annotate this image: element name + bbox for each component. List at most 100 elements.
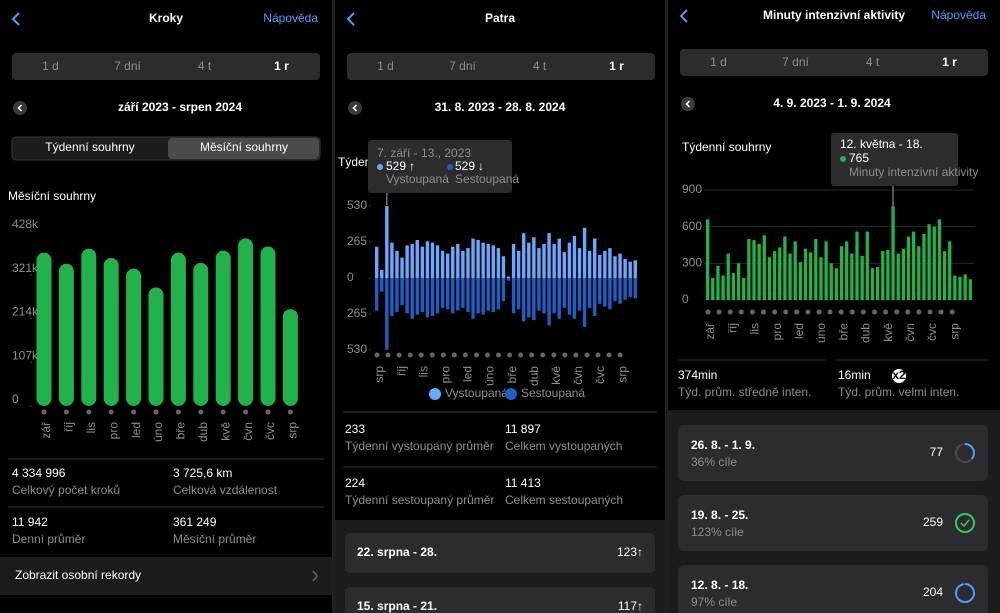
bar-down [618,278,622,304]
bar-up [466,248,470,278]
chevron [312,570,318,582]
y-tick-label: 300 [682,256,702,270]
list-card[interactable] [678,565,988,613]
bar-up [552,244,556,278]
bar-down [501,278,506,302]
chevron[interactable] [11,12,20,26]
legend-swatch [505,388,517,400]
range-option[interactable]: 1 d [42,59,59,73]
bar-up [511,244,516,278]
stat-value: 11 897 [505,422,541,436]
bar-down [375,278,379,311]
range-option[interactable]: 7 dní [449,59,476,73]
list-value: 204 [923,585,943,599]
chevron[interactable] [346,12,355,26]
list-card[interactable] [345,587,655,613]
y-tick-label: 107k [12,348,39,362]
dot [507,352,513,358]
dot [518,352,524,358]
list-card[interactable] [678,425,988,481]
list-value: 259 [923,515,943,529]
bar-down [516,278,521,310]
dot [451,352,457,358]
stat-value: 233 [345,422,365,436]
x-tick-label: říj [725,323,739,333]
range-option[interactable]: 1 d [377,59,394,73]
toggle-option[interactable]: Týdenní souhrny [45,140,134,154]
range-option[interactable]: 7 dní [782,55,809,69]
bar-up [445,253,450,278]
x-tick-label: pro [106,422,120,440]
range-option[interactable]: 1 r [942,55,957,69]
list-card[interactable] [345,533,655,573]
dot [551,352,557,358]
dot [573,352,579,358]
dot [374,352,380,358]
bar [968,279,972,300]
x-tick-label: pro [770,323,784,341]
range-option[interactable]: 1 r [274,59,289,73]
dot [287,409,293,415]
chevron[interactable] [679,9,688,23]
tooltip-label: Vystoupaná [386,172,449,186]
dot [927,309,933,315]
x-tick-label: pro [438,366,452,384]
bar-down [420,278,425,312]
tooltip-swatch [840,156,846,162]
bar-up [375,246,379,278]
footer-button[interactable] [0,557,332,595]
bar [912,231,916,300]
bar-down [395,278,399,312]
tooltip-swatch [377,164,383,170]
help-link[interactable]: Nápověda [263,11,318,25]
bar [238,238,254,406]
range-option[interactable]: 4 t [533,59,547,73]
bar-up [380,269,384,278]
bar-up [395,250,399,278]
range-option[interactable]: 1 d [710,55,727,69]
list-goal: 123% cíle [691,525,744,539]
tooltip [831,133,958,186]
bar [881,251,885,300]
bar-down [542,278,546,314]
help-link[interactable]: Nápověda [931,8,986,22]
bar-up [567,242,572,278]
bar [282,309,298,406]
bar [906,236,911,300]
x-tick-label: říj [394,366,408,376]
bar [36,252,52,406]
bar [803,248,808,300]
bar-down [425,278,430,318]
prev-period[interactable] [681,97,695,111]
toggle-option[interactable]: Měsíční souhrny [200,140,288,154]
dot [772,309,778,315]
range-option[interactable]: 1 r [609,59,624,73]
dot [385,352,391,358]
stat-value: 374min [678,368,717,382]
x-tick-label: srp [615,366,629,383]
bar [193,262,209,406]
bar [855,231,859,300]
stat-value: 224 [345,476,365,490]
bar-down [552,278,556,314]
panel [0,0,332,613]
check [960,519,970,528]
prev-period[interactable] [13,101,27,115]
bar [819,257,823,300]
bar [706,219,710,300]
bar-down [633,278,637,299]
prev-period[interactable] [348,101,362,115]
bar [937,219,942,300]
range-option[interactable]: 4 t [198,59,212,73]
dot [198,409,204,415]
dot [872,309,877,315]
dot [816,309,822,315]
list-card[interactable] [678,495,988,551]
bar [81,248,97,406]
range-option[interactable]: 7 dní [114,59,141,73]
stat-value: 16min [838,368,871,382]
range-option[interactable]: 4 t [866,55,880,69]
bar-down [410,278,414,319]
bar [958,276,962,300]
